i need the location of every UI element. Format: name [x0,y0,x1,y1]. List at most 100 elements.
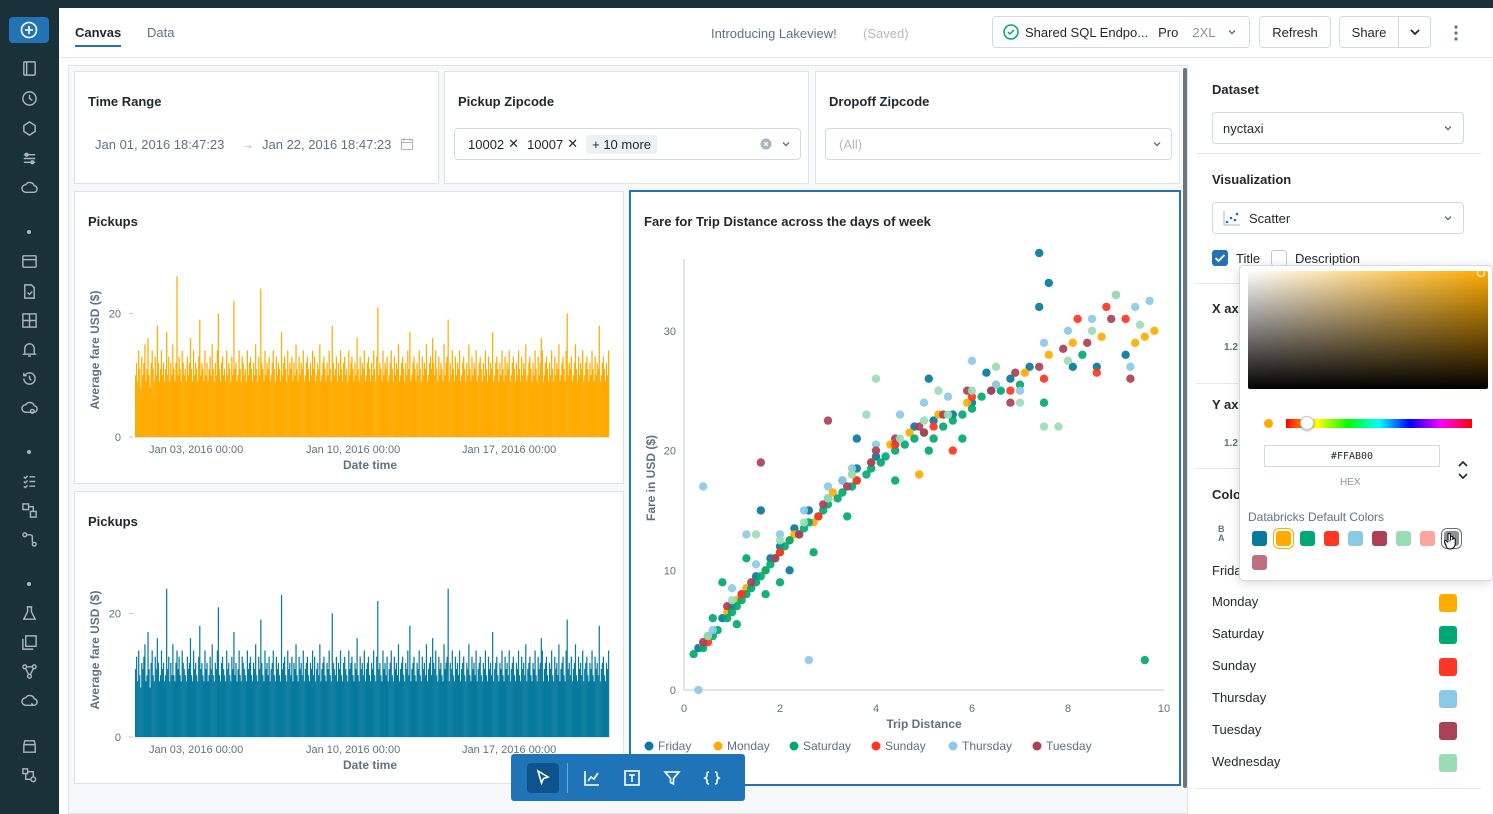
bar [235,662,237,737]
hue-slider-handle[interactable] [1300,416,1314,430]
new-button[interactable] [9,17,49,43]
dashboards-icon[interactable] [19,310,39,330]
bar [331,613,333,737]
hex-input[interactable]: #FFAB00 [1264,445,1440,467]
palette-swatch[interactable] [1372,531,1387,546]
legend-row-sunday[interactable]: Sunday [1212,658,1457,676]
pipelines-icon[interactable] [19,529,39,549]
description-checkbox[interactable] [1271,250,1287,266]
queries-icon[interactable] [19,281,39,301]
bar [593,681,595,737]
legend-row-saturday[interactable]: Saturday [1212,626,1457,644]
bar [298,656,300,737]
bar [511,362,513,437]
legend-row-wednesday[interactable]: Wednesday [1212,754,1457,772]
sql-warehouses-icon[interactable] [19,398,39,418]
intro-link[interactable]: Introducing Lakeview! [711,26,837,41]
saturation-area[interactable] [1248,271,1488,389]
bar [553,381,555,437]
workspace-icon[interactable] [19,58,39,78]
sql-editor-icon[interactable] [19,251,39,271]
share-button[interactable]: Share [1339,16,1399,48]
bar [236,681,238,737]
models-icon[interactable] [19,661,39,681]
saturation-handle[interactable] [1477,269,1485,277]
close-icon[interactable]: ✕ [567,136,579,151]
compute-icon[interactable] [19,178,39,198]
bar [153,681,155,737]
palette-swatch[interactable] [1420,531,1435,546]
color-swatch[interactable] [1439,722,1457,740]
share-dropdown-button[interactable] [1398,16,1431,48]
partner-connect-icon[interactable] [19,765,39,785]
color-swatch[interactable] [1439,754,1457,772]
scatter-chart-panel[interactable]: Fare for Trip Distance across the days o… [629,190,1181,786]
date-end[interactable]: Jan 22, 2016 18:47:23 [262,136,392,152]
dropoff-zipcode-select[interactable]: (All) [825,128,1172,160]
date-start[interactable]: Jan 01, 2016 18:47:23 [95,136,225,152]
dataset-select[interactable]: nyctaxi [1212,112,1464,144]
pickups-chart-panel-top[interactable]: Pickups 0 20 Jan 03, 2016 00:00 Jan 10, 201… [74,191,624,484]
canvas-scrollbar[interactable] [1183,68,1187,788]
legend-row-thursday[interactable]: Thursday [1212,690,1457,708]
legend-row-monday[interactable]: Monday [1212,594,1457,612]
add-parameter-button[interactable] [696,763,728,793]
tab-canvas[interactable]: Canvas [75,25,122,47]
bar [442,381,444,437]
color-swatch[interactable] [1439,626,1457,644]
color-swatch[interactable] [1439,658,1457,676]
bar [602,656,605,737]
tab-data[interactable]: Data [147,25,175,40]
close-icon[interactable]: ✕ [508,136,520,151]
catalog-icon[interactable] [19,118,39,138]
bar [398,381,401,437]
legend-row-tuesday[interactable]: Tuesday [1212,722,1457,740]
add-text-button[interactable] [616,763,648,793]
refresh-button[interactable]: Refresh [1259,16,1331,48]
bar [297,381,299,437]
palette-swatch[interactable] [1348,531,1363,546]
workflows-icon[interactable] [19,148,39,168]
recents-icon[interactable] [19,88,39,108]
serving-icon[interactable] [19,691,39,711]
date-range-picker[interactable]: Jan 01, 2016 18:47:23 → Jan 22, 2016 18:… [85,128,430,160]
palette-swatch[interactable] [1324,531,1339,546]
palette-swatch[interactable] [1252,555,1267,570]
palette-swatch[interactable] [1276,531,1291,546]
bar [349,375,351,437]
scatter-point [852,476,861,485]
hue-slider[interactable] [1286,419,1472,428]
palette-swatch[interactable] [1300,531,1315,546]
bar [299,669,301,737]
experiments-icon[interactable] [19,603,39,623]
palette-swatch[interactable] [1396,531,1411,546]
add-filter-button[interactable] [656,763,688,793]
alerts-icon[interactable] [19,339,39,359]
pickup-zipcode-select[interactable]: 10002 ✕ 10007 ✕ + 10 more [454,128,801,160]
bar [178,656,180,737]
bar [155,375,157,437]
add-visualization-button[interactable] [576,763,608,793]
bar [438,356,440,437]
more-chips-badge[interactable]: + 10 more [586,134,658,154]
bar [440,662,442,737]
title-checkbox[interactable] [1212,250,1228,266]
color-swatch[interactable] [1439,690,1457,708]
visualization-select[interactable]: Scatter [1212,202,1464,234]
warehouse-selector[interactable]: Shared SQL Endpo... Pro 2XL [992,16,1250,48]
features-icon[interactable] [19,632,39,652]
legend-row-friday[interactable]: Frida [1212,563,1457,581]
data-ingestion-icon[interactable] [19,500,39,520]
pickups-chart-panel-bottom[interactable]: Pickups 0 20 Jan 03, 2016 00:00 Jan 10, 201… [74,491,624,784]
palette-swatch[interactable] [1252,531,1267,546]
query-history-icon[interactable] [19,368,39,388]
bar [478,362,480,437]
kebab-menu-icon[interactable] [1449,23,1463,43]
job-runs-icon[interactable] [19,471,39,491]
bar [449,662,451,737]
format-toggle-icon[interactable] [1457,459,1469,481]
marketplace-icon[interactable] [19,736,39,756]
select-tool-button[interactable] [527,763,559,793]
color-swatch[interactable] [1439,594,1457,612]
clear-icon[interactable] [760,138,772,150]
